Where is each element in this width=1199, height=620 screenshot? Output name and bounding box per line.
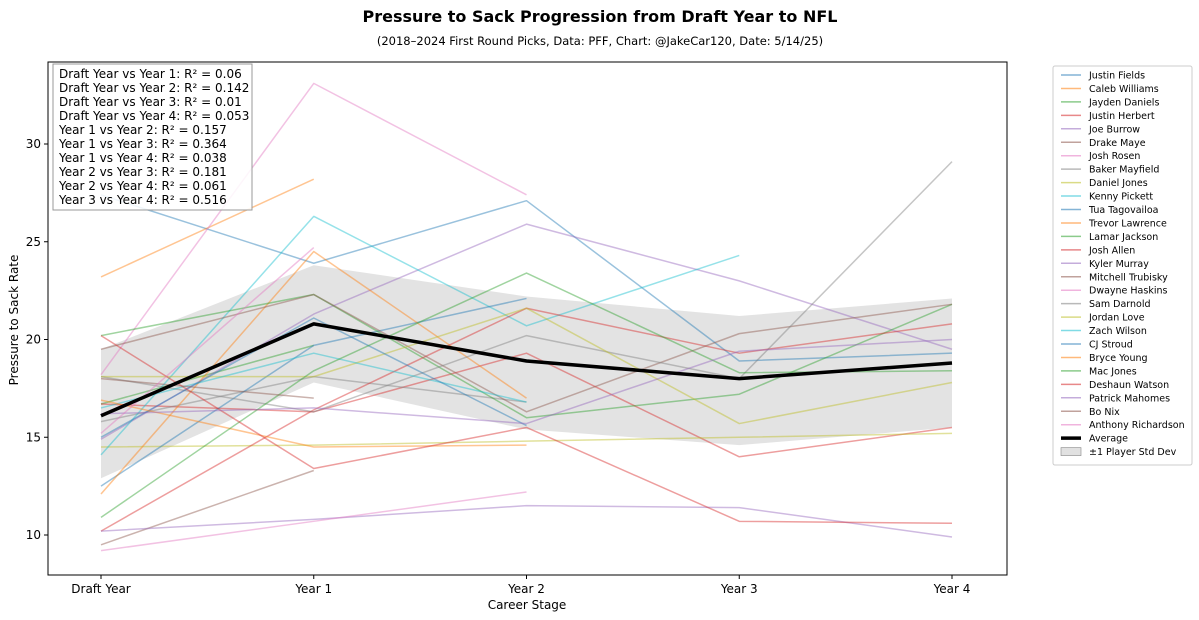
series-line-16 xyxy=(100,491,527,552)
legend-label: Jordan Love xyxy=(1088,313,1145,324)
std-dev-band-layer xyxy=(101,265,952,479)
legend-label: Justin Herbert xyxy=(1088,111,1155,122)
legend-label: Sam Darnold xyxy=(1089,299,1151,310)
annotation-line: Draft Year vs Year 1: R² = 0.06 xyxy=(59,67,242,81)
legend-label: Deshaun Watson xyxy=(1089,380,1169,391)
series-line-26 xyxy=(100,247,315,434)
x-tick-label: Year 4 xyxy=(933,582,971,596)
annotation-frame xyxy=(52,63,253,211)
annotation-line: Draft Year vs Year 4: R² = 0.053 xyxy=(59,109,249,123)
legend-label: CJ Stroud xyxy=(1089,340,1133,351)
y-tick-label: 25 xyxy=(26,235,41,249)
legend-label: Joe Burrow xyxy=(1088,124,1140,135)
x-tick-label: Year 3 xyxy=(720,582,758,596)
annotation-line: Year 3 vs Year 4: R² = 0.516 xyxy=(58,193,227,207)
legend-label: Justin Fields xyxy=(1088,71,1145,82)
chart-title: Pressure to Sack Progression from Draft … xyxy=(363,7,838,26)
legend-label: Zach Wilson xyxy=(1089,326,1147,337)
legend: Justin Fields Caleb Williams Jayden Daniel… xyxy=(1052,65,1193,466)
legend-label: Kyler Murray xyxy=(1089,259,1149,270)
legend-label: Bo Nix xyxy=(1089,407,1120,418)
x-tick-label: Draft Year xyxy=(71,582,131,596)
y-axis-label: Pressure to Sack Rate xyxy=(7,255,21,386)
series-line-7 xyxy=(100,375,527,423)
legend-swatch-band xyxy=(1060,447,1082,456)
legend-label: Tua Tagovailoa xyxy=(1088,205,1158,216)
x-axis-label: Career Stage xyxy=(488,598,567,612)
annotation-line: Year 1 vs Year 3: R² = 0.364 xyxy=(58,137,227,151)
y-tick-label: 30 xyxy=(26,137,41,151)
series-line-5 xyxy=(100,469,314,546)
legend-label: Average xyxy=(1089,434,1128,445)
annotation-line: Year 2 vs Year 4: R² = 0.061 xyxy=(58,179,227,193)
series-line-17 xyxy=(100,161,953,413)
legend-label: Patrick Mahomes xyxy=(1089,393,1170,404)
legend-label: Mac Jones xyxy=(1089,366,1137,377)
annotation-line: Year 1 vs Year 4: R² = 0.038 xyxy=(58,151,227,165)
legend-label: Josh Rosen xyxy=(1088,151,1140,162)
legend-label: Anthony Richardson xyxy=(1089,420,1185,431)
axes-layer: Draft Year Year 1 Year 2 Year 3 Year 4 10 15 20… xyxy=(26,61,1008,596)
legend-label: ±1 Player Std Dev xyxy=(1089,447,1177,458)
std-dev-band xyxy=(101,265,952,479)
series-layer xyxy=(100,82,953,552)
series-line-1 xyxy=(100,178,315,278)
legend-frame xyxy=(1052,65,1193,466)
annotation-line: Year 2 vs Year 3: R² = 0.181 xyxy=(58,165,227,179)
series-line-8 xyxy=(100,432,953,448)
average-line xyxy=(100,322,953,418)
series-line-6 xyxy=(100,82,527,376)
x-tick-label: Year 2 xyxy=(507,582,545,596)
legend-label: Mitchell Trubisky xyxy=(1089,272,1168,283)
legend-label: Trevor Lawrence xyxy=(1088,218,1167,229)
annotation-line: Draft Year vs Year 2: R² = 0.142 xyxy=(59,81,249,95)
series-line-3 xyxy=(100,352,953,458)
legend-label: Baker Mayfield xyxy=(1089,165,1159,176)
series-line-14 xyxy=(100,504,953,538)
legend-label: Dwayne Haskins xyxy=(1089,286,1167,297)
series-line-0 xyxy=(100,194,953,362)
series-line-12 xyxy=(100,293,953,419)
series-line-25 xyxy=(100,377,314,399)
x-tick-label: Year 1 xyxy=(294,582,332,596)
series-line-21 xyxy=(100,399,527,448)
series-line-20 xyxy=(100,317,527,438)
plot-frame xyxy=(47,61,1008,576)
legend-label: Bryce Young xyxy=(1089,353,1148,364)
legend-label: Daniel Jones xyxy=(1089,178,1148,189)
series-line-9 xyxy=(100,215,740,456)
series-line-13 xyxy=(100,307,953,532)
legend-label: Caleb Williams xyxy=(1089,84,1159,95)
series-line-18 xyxy=(101,307,953,425)
legend-label: Jayden Daniels xyxy=(1088,97,1159,108)
series-line-15 xyxy=(100,293,953,413)
legend-label: Drake Maye xyxy=(1089,138,1146,149)
chart-subtitle: (2018–2024 First Round Picks, Data: PFF,… xyxy=(377,34,823,48)
series-line-23 xyxy=(100,334,953,525)
series-line-10 xyxy=(100,297,527,487)
annotation-line: Year 1 vs Year 2: R² = 0.157 xyxy=(58,123,227,137)
y-tick-label: 10 xyxy=(26,528,41,542)
legend-label: Lamar Jackson xyxy=(1089,232,1158,243)
series-line-19 xyxy=(100,352,527,409)
legend-label: Kenny Pickett xyxy=(1089,192,1153,203)
series-line-2 xyxy=(100,344,314,405)
annotation-line: Draft Year vs Year 3: R² = 0.01 xyxy=(59,95,242,109)
legend-label: Josh Allen xyxy=(1088,245,1135,256)
series-line-24 xyxy=(100,338,953,425)
average-layer xyxy=(100,322,953,418)
y-tick-label: 15 xyxy=(26,430,41,444)
y-tick-label: 20 xyxy=(26,333,41,347)
